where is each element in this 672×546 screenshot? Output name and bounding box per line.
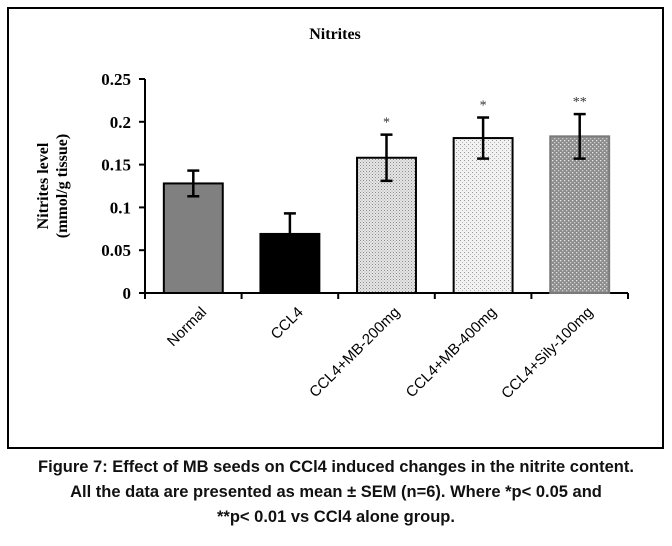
x-category-label: CCL4+Sily-100mg [498,304,596,402]
caption-line: Figure 7: Effect of MB seeds on CCl4 ind… [38,458,634,476]
caption-line: All the data are presented as mean ± SEM… [70,483,602,501]
x-category-label: Normal [164,304,210,350]
bar-ccl4-mb-400mg [452,137,514,294]
bar-ccl4-sily-100mg [549,135,611,294]
bar-normal [162,182,224,295]
y-tick-label: 0 [123,284,132,303]
y-tick-label: 0.2 [110,113,131,132]
x-category-label: CCL4+MB-200mg [306,304,403,401]
significance-marker: ** [573,95,587,110]
y-tick-label: 0.05 [101,241,131,260]
y-tick-label: 0.1 [110,198,131,217]
y-axis-label-line2: (mmol/g tissue) [54,134,71,238]
y-tick-label: 0.15 [101,156,131,175]
significance-marker: * [383,116,390,131]
y-tick-label: 0.25 [101,70,131,89]
chart-title: Nitrites [309,26,361,43]
figure-caption: Figure 7: Effect of MB seeds on CCl4 ind… [0,455,672,530]
caption-line: **p< 0.01 vs CCl4 alone group. [217,508,455,526]
bar-ccl4 [259,232,321,295]
x-category-label: CCL4 [268,304,307,343]
x-category-label: CCL4+MB-400mg [403,304,500,401]
y-axis-label-line1: Nitrites level [35,142,52,229]
significance-marker: * [480,99,487,114]
bar-chart: Nitrites Nitrites level (mmol/g tissue) … [35,26,629,402]
